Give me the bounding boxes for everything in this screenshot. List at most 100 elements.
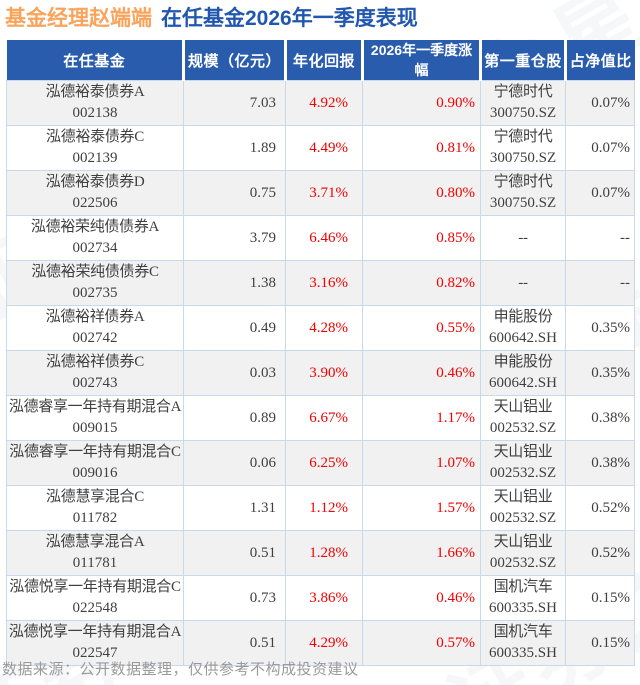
top-holding-name: 国机汽车 [493,624,553,640]
fund-code: 022547 [72,645,118,661]
top-holding-cell: 天山铝业 002532.SZ [480,440,566,486]
table-row: 泓德慧享混合C 011782 1.31 1.12% 1.57% 天山铝业 002… [6,485,635,531]
fund-cell: 泓德裕祥债券C 002743 [6,350,184,396]
fund-code: 011782 [72,510,118,526]
q1-change: 1.66% [362,530,481,576]
table-header: 在任基金 规模（亿元） 年化回报 2026年一季度涨幅 第一重仓股 占净值比 [6,40,635,81]
top-holding-code: 002532.SZ [489,465,557,481]
q1-change: 1.07% [362,440,481,486]
top-holding-cell: 天山铝业 002532.SZ [480,530,566,576]
net-value-ratio: -- [565,215,635,261]
fund-code: 002139 [72,150,118,166]
fund-scale: 0.51 [183,530,286,576]
annualized-return: 6.25% [285,440,363,486]
net-value-ratio: 0.15% [565,575,635,621]
page-title: 基金经理赵端端 在任基金2026年一季度表现 [5,5,418,32]
fund-code: 002138 [72,105,118,121]
q1-change: 0.82% [362,260,481,306]
table-row: 泓德裕泰债券A 002138 7.03 4.92% 0.90% 宁德时代 300… [6,80,635,126]
top-holding-cell: 宁德时代 300750.SZ [480,170,566,216]
fund-scale: 0.73 [183,575,286,621]
fund-scale: 0.89 [183,395,286,441]
top-holding-name: 天山铝业 [493,399,553,415]
fund-code: 011781 [72,555,118,571]
annualized-return: 6.46% [285,215,363,261]
annualized-return: 4.28% [285,305,363,351]
title-report-subject: 在任基金2026年一季度表现 [161,7,418,30]
q1-change: 0.55% [362,305,481,351]
fund-scale: 3.79 [183,215,286,261]
fund-cell: 泓德悦享一年持有期混合C 022548 [6,575,184,621]
fund-name: 泓德睿享一年持有期混合C [9,444,181,460]
q1-change: 0.90% [362,80,481,126]
top-holding-cell: 天山铝业 002532.SZ [480,485,566,531]
q1-change: 0.46% [362,350,481,396]
net-value-ratio: 0.15% [565,620,635,666]
fund-scale: 0.51 [183,620,286,666]
q1-change: 0.85% [362,215,481,261]
fund-cell: 泓德裕荣纯债债券C 002735 [6,260,184,306]
fund-code: 002734 [72,240,118,256]
table-row: 泓德慧享混合A 011781 0.51 1.28% 1.66% 天山铝业 002… [6,530,635,576]
top-holding-name: 宁德时代 [493,84,553,100]
fund-name: 泓德裕荣纯债债券C [31,264,159,280]
net-value-ratio: -- [565,260,635,306]
fund-cell: 泓德裕荣纯债债券A 002734 [6,215,184,261]
top-holding-cell: 申能股份 600642.SH [480,305,566,351]
table-body: 泓德裕泰债券A 002138 7.03 4.92% 0.90% 宁德时代 300… [6,80,635,666]
fund-scale: 0.03 [183,350,286,396]
fund-scale: 0.49 [183,305,286,351]
table-row: 泓德悦享一年持有期混合A 022547 0.51 4.29% 0.57% 国机汽… [6,620,635,666]
table-row: 泓德悦享一年持有期混合C 022548 0.73 3.86% 0.46% 国机汽… [6,575,635,621]
fund-name: 泓德悦享一年持有期混合A [8,624,182,640]
fund-cell: 泓德裕泰债券C 002139 [6,125,184,171]
fund-name: 泓德慧享混合C [46,489,144,505]
top-holding-code: 300750.SZ [489,105,557,121]
fund-cell: 泓德裕祥债券A 002742 [6,305,184,351]
top-holding-name: -- [518,229,528,246]
net-value-ratio: 0.35% [565,350,635,396]
data-source-note: 数据来源：公开数据整理，仅供参考不构成投资建议 [2,661,359,678]
top-holding-code: 002532.SZ [489,555,557,571]
top-holding-cell: 国机汽车 600335.SH [480,620,566,666]
top-holding-name: 宁德时代 [493,129,553,145]
net-value-ratio: 0.38% [565,395,635,441]
annualized-return: 3.71% [285,170,363,216]
fund-cell: 泓德睿享一年持有期混合C 009016 [6,440,184,486]
top-holding-name: 国机汽车 [493,579,553,595]
fund-cell: 泓德悦享一年持有期混合A 022547 [6,620,184,666]
net-value-ratio: 0.52% [565,530,635,576]
fund-name: 泓德裕泰债券D [45,174,145,190]
fund-code: 002735 [72,285,118,301]
fund-scale: 0.06 [183,440,286,486]
fund-code: 022506 [72,195,118,211]
column-header-top-holding: 第一重仓股 [480,40,567,81]
fund-name: 泓德裕祥债券A [45,309,145,325]
table-row: 泓德睿享一年持有期混合A 009015 0.89 6.67% 1.17% 天山铝… [6,395,635,441]
net-value-ratio: 0.07% [565,170,635,216]
top-holding-name: 申能股份 [493,309,553,325]
net-value-ratio: 0.07% [565,125,635,171]
fund-cell: 泓德睿享一年持有期混合A 009015 [6,395,184,441]
top-holding-name: -- [518,274,528,291]
fund-scale: 1.89 [183,125,286,171]
column-header-scale: 规模（亿元） [183,40,287,81]
top-holding-code: 300750.SZ [489,150,557,166]
q1-change: 0.46% [362,575,481,621]
top-holding-cell: 天山铝业 002532.SZ [480,395,566,441]
fund-performance-table: 在任基金 规模（亿元） 年化回报 2026年一季度涨幅 第一重仓股 占净值比 泓… [6,40,635,666]
column-header-q1-change: 2026年一季度涨幅 [362,40,482,81]
column-header-fund: 在任基金 [6,40,185,81]
annualized-return: 4.92% [285,80,363,126]
table-row: 泓德裕泰债券D 022506 0.75 3.71% 0.80% 宁德时代 300… [6,170,635,216]
top-holding-cell: 国机汽车 600335.SH [480,575,566,621]
table-row: 泓德裕祥债券A 002742 0.49 4.28% 0.55% 申能股份 600… [6,305,635,351]
annualized-return: 3.86% [285,575,363,621]
fund-name: 泓德裕荣纯债债券A [30,219,160,235]
q1-change: 1.57% [362,485,481,531]
net-value-ratio: 0.35% [565,305,635,351]
top-holding-name: 申能股份 [493,354,553,370]
q1-change: 0.57% [362,620,481,666]
fund-code: 002742 [72,330,118,346]
